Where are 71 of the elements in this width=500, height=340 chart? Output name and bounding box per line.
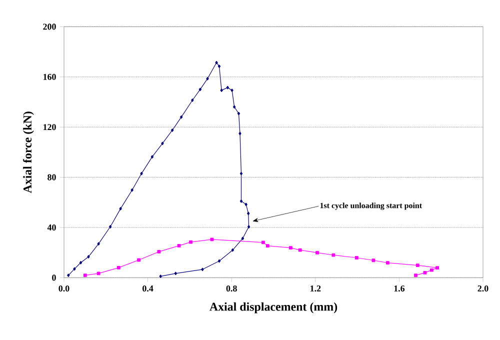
point [416,264,420,267]
point [288,246,292,250]
point [220,88,223,92]
point [238,132,242,136]
point [230,88,234,92]
point [430,268,434,272]
point [218,64,221,68]
point [177,244,181,248]
x-tick-label: 1.2 [310,285,321,292]
point [423,270,427,274]
y-tick-label: 80 [48,174,56,180]
point [232,105,236,109]
point [97,242,100,246]
point [161,142,164,146]
point [157,250,161,254]
y-tick-label: 120 [43,124,56,130]
y-tick-label: 200 [43,24,56,30]
point [237,112,240,116]
point [436,266,440,270]
point [130,188,134,192]
point [226,86,229,90]
point [240,172,243,176]
point [206,76,209,80]
point [215,60,218,64]
point [247,212,250,216]
point [189,240,192,244]
point [159,274,162,278]
y-tick-label: 40 [47,224,56,231]
point [201,268,204,272]
point [316,251,319,254]
point [174,272,178,276]
point [150,155,154,159]
x-tick-label: 2.0 [478,285,488,292]
point [218,259,221,263]
y-tick-label: 0 [52,274,56,281]
x-tick-label: 0.4 [142,285,154,292]
point [83,274,87,278]
point [96,272,100,276]
y-tick-label: 160 [43,74,56,80]
point [241,236,244,240]
point [116,266,120,270]
point [140,172,143,176]
y-axis-title: Axial force (kN) [22,112,34,194]
point [137,258,140,262]
point [108,225,112,228]
point [414,274,418,278]
point [354,256,358,260]
point [79,260,82,264]
point [262,240,265,244]
point [191,98,194,102]
x-tick-label: 0.8 [226,285,237,292]
point [67,274,70,278]
point [240,199,243,203]
point [298,248,302,252]
point [73,267,76,271]
point [231,248,234,252]
point [87,255,90,258]
point [372,258,376,262]
point [198,88,202,92]
point [247,225,250,228]
x-axis-title: Axial displacement (mm) [210,302,338,314]
point [244,202,248,206]
point [180,115,183,119]
point [266,244,270,248]
point [119,206,122,210]
x-tick-label: 1.6 [394,285,405,292]
point [332,253,336,257]
point [210,238,214,242]
point [386,261,390,264]
x-tick-label: 0.0 [58,285,70,292]
point [170,128,174,132]
